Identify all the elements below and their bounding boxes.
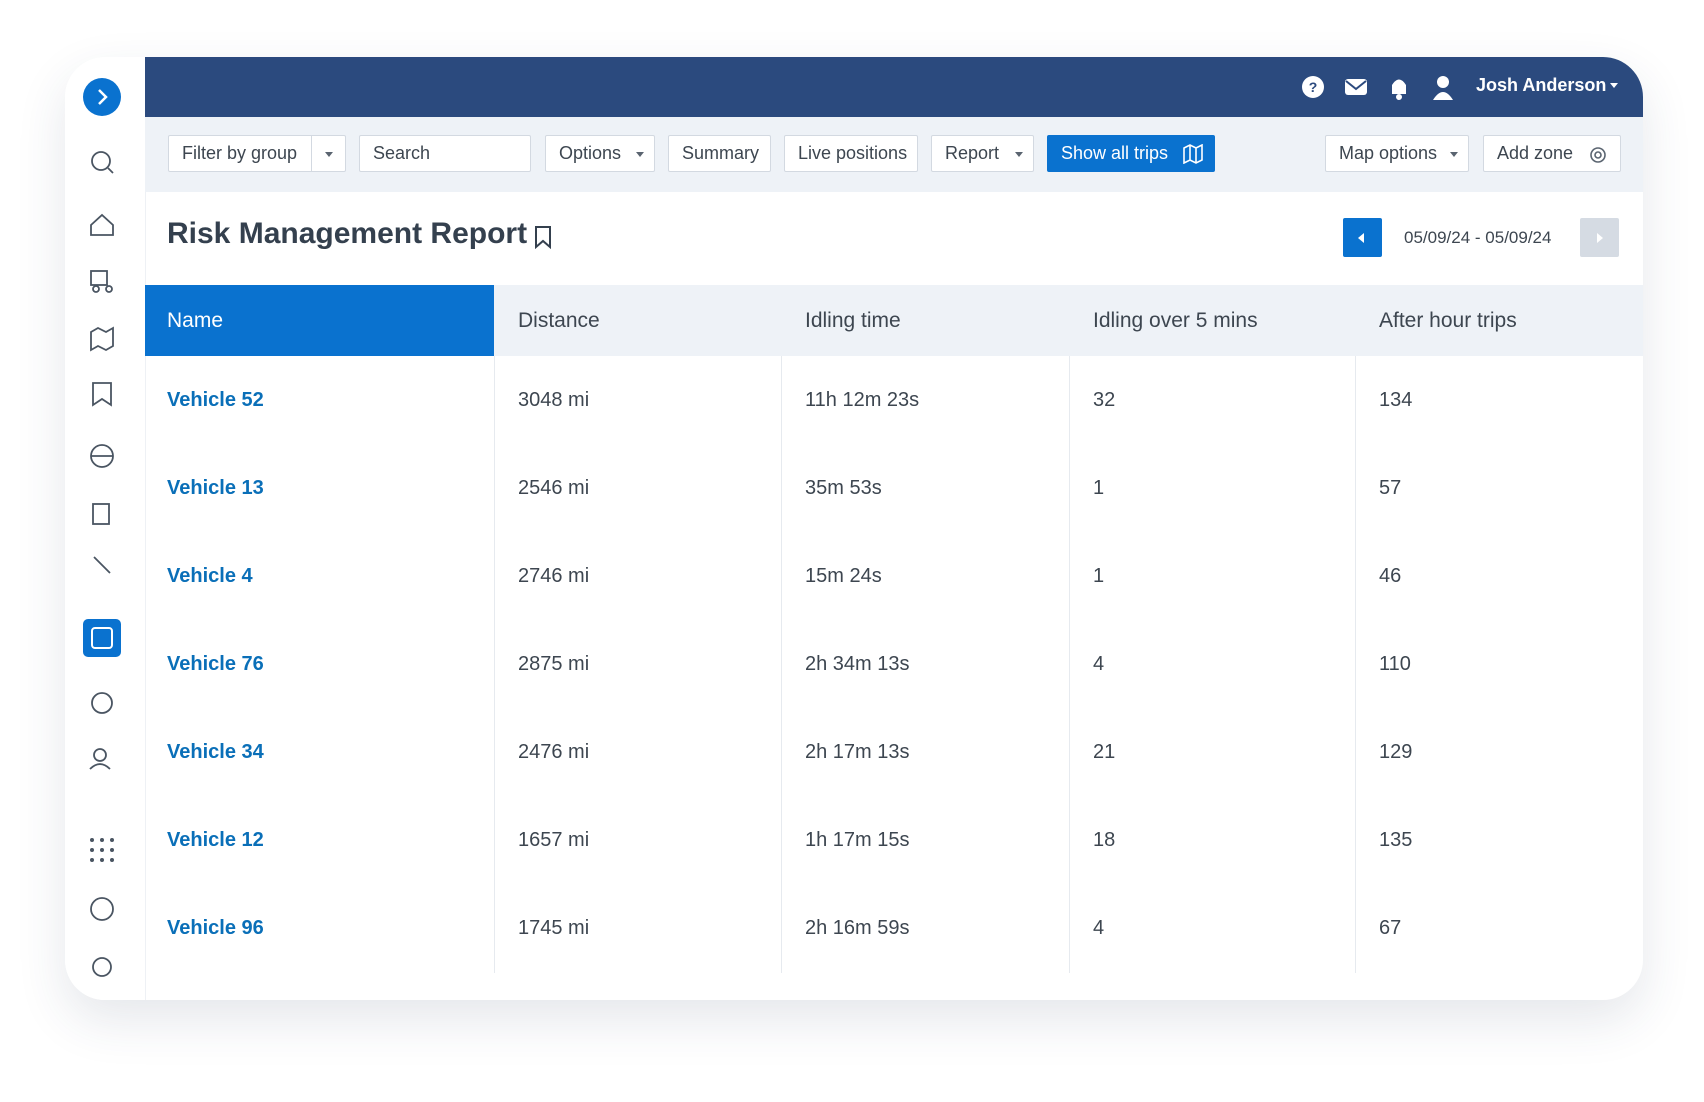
report-title: Risk Management Report xyxy=(167,217,528,250)
date-range: 05/09/24 - 05/09/24 xyxy=(1404,228,1552,247)
button-label: Add zone xyxy=(1497,143,1574,163)
column-divider xyxy=(781,356,782,973)
vehicle-link[interactable]: Vehicle 34 xyxy=(167,741,264,763)
prev-date[interactable] xyxy=(1343,218,1382,257)
toolbar-button[interactable]: Show all trips xyxy=(1047,135,1215,172)
table-cell: 57 xyxy=(1379,477,1402,499)
sidebar xyxy=(65,57,146,1000)
button-label: Live positions xyxy=(798,143,908,163)
toolbar-button[interactable]: Search xyxy=(359,135,531,172)
table-cell: 134 xyxy=(1379,389,1413,411)
next-date[interactable] xyxy=(1580,218,1619,257)
column-header[interactable]: After hour trips xyxy=(1355,285,1643,356)
table-cell: 46 xyxy=(1379,565,1402,587)
table-cell: 3048 mi xyxy=(518,389,590,411)
table-cell: 4 xyxy=(1093,917,1105,939)
table-cell: 2875 mi xyxy=(518,653,590,675)
table-cell: 11h 12m 23s xyxy=(805,389,920,411)
dropdown-caret xyxy=(1450,152,1458,157)
table-cell: 32 xyxy=(1093,389,1116,411)
table-cell: 1657 mi xyxy=(518,829,590,851)
toolbar: Filter by group Search Options Summary Live … xyxy=(145,117,1643,192)
table-cell: 15m 24s xyxy=(805,565,882,587)
vehicle-link[interactable]: Vehicle 76 xyxy=(167,653,264,675)
table-cell: 1h 17m 15s xyxy=(805,829,910,851)
table-cell: 2h 17m 13s xyxy=(805,741,910,763)
table-cell: 2546 mi xyxy=(518,477,590,499)
vehicle-link[interactable]: Vehicle 12 xyxy=(167,829,264,851)
split-divider xyxy=(311,136,312,171)
table-cell: 21 xyxy=(1093,741,1116,763)
toolbar-button[interactable]: Report xyxy=(931,135,1034,172)
table-cell: 4 xyxy=(1093,653,1105,675)
button-label: Map options xyxy=(1339,143,1438,163)
user-caret xyxy=(1610,83,1618,88)
vehicle-link[interactable]: Vehicle 52 xyxy=(167,389,264,411)
table-cell: 18 xyxy=(1093,829,1116,851)
vehicle-link[interactable]: Vehicle 4 xyxy=(167,565,253,587)
table-cell: 110 xyxy=(1379,653,1411,675)
column-header[interactable]: Distance xyxy=(494,285,781,356)
table-cell: 129 xyxy=(1379,741,1413,763)
table-cell: 1 xyxy=(1093,565,1105,587)
column-divider xyxy=(1355,356,1356,973)
gear-icon xyxy=(1590,147,1606,163)
button-label: Options xyxy=(559,143,622,163)
column-header[interactable]: Idling time xyxy=(781,285,1069,356)
table-cell: 2h 34m 13s xyxy=(805,653,910,675)
column-header[interactable]: Name xyxy=(145,285,494,356)
table-cell: 1745 mi xyxy=(518,917,590,939)
app-window: ? Josh Anderson Filter by group Search Opt… xyxy=(65,57,1643,1000)
column-header[interactable]: Idling over 5 mins xyxy=(1069,285,1355,356)
expand-button[interactable] xyxy=(83,78,121,116)
table-cell: 2h 16m 59s xyxy=(805,917,910,939)
vehicle-link[interactable]: Vehicle 96 xyxy=(167,917,264,939)
header-icons: ? xyxy=(1302,76,1453,100)
bookmark-icon[interactable] xyxy=(533,225,553,249)
dropdown-caret xyxy=(325,152,333,157)
table-cell: 2476 mi xyxy=(518,741,590,763)
table-cell: 135 xyxy=(1379,829,1413,851)
user-name[interactable]: Josh Anderson xyxy=(1476,75,1607,95)
dropdown-caret xyxy=(1015,152,1023,157)
top-bar: ? Josh Anderson xyxy=(145,57,1643,117)
button-label: Search xyxy=(373,143,431,163)
sidebar-icons xyxy=(83,78,121,977)
table-cell: 35m 53s xyxy=(805,477,882,499)
dropdown-caret xyxy=(636,152,644,157)
toolbar-button[interactable]: Add zone xyxy=(1483,135,1621,172)
button-label: Filter by group xyxy=(182,143,298,163)
toolbar-button[interactable]: Filter by group xyxy=(168,135,346,172)
button-label: Show all trips xyxy=(1061,143,1169,163)
vehicle-link[interactable]: Vehicle 13 xyxy=(167,477,264,499)
button-label: Summary xyxy=(682,143,760,163)
column-divider xyxy=(494,356,495,973)
column-divider xyxy=(1069,356,1070,973)
toolbar-button[interactable]: Live positions xyxy=(784,135,918,172)
table-cell: 2746 mi xyxy=(518,565,590,587)
table-cell: 67 xyxy=(1379,917,1402,939)
button-label: Report xyxy=(945,143,1000,163)
map-icon xyxy=(1183,144,1203,164)
table-cell: 1 xyxy=(1093,477,1105,499)
svg-text:?: ? xyxy=(1309,79,1318,95)
toolbar-button[interactable]: Options xyxy=(545,135,655,172)
toolbar-button[interactable]: Map options xyxy=(1325,135,1469,172)
toolbar-button[interactable]: Summary xyxy=(668,135,771,172)
active-nav[interactable] xyxy=(83,619,121,657)
